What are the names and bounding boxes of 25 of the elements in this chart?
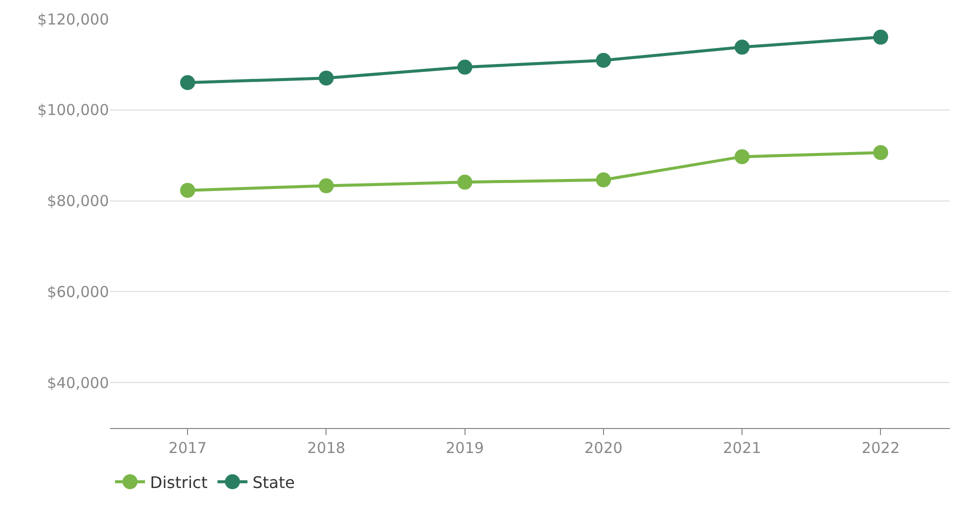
point [457,60,472,75]
y-tick-label: $40,000 [46,374,109,392]
point [734,149,750,164]
x-tick-label: 2021 [722,439,762,457]
y-tick-label: $120,000 [37,10,109,28]
point [457,174,472,190]
point [596,52,611,68]
point [180,182,196,198]
point [873,145,888,160]
point [318,70,334,86]
y-tick-label: $100,000 [37,101,109,120]
point [596,172,611,188]
legend-label: State [252,472,295,492]
point [873,30,888,45]
point [180,75,196,90]
point [734,40,750,55]
x-tick-label: 2019 [446,439,484,457]
y-tick-label: $80,000 [46,192,109,210]
y-tick-label: $60,000 [46,282,109,301]
x-tick-label: 2020 [584,439,623,457]
x-tick-label: 2018 [307,439,346,457]
x-tick-label: 2017 [168,439,207,457]
point [318,178,334,194]
legend-label: District [150,472,208,492]
x-tick-label: 2022 [862,439,900,457]
